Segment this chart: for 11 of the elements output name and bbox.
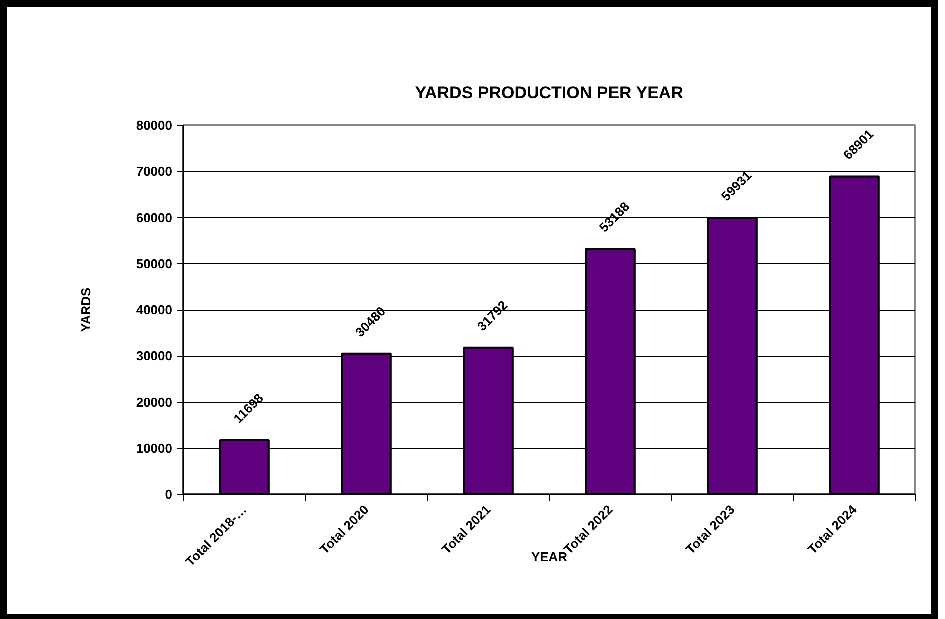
chart-title: YARDS PRODUCTION PER YEAR xyxy=(415,84,684,102)
y-tick-label: 20000 xyxy=(136,394,173,410)
y-tick-label: 40000 xyxy=(136,302,173,318)
y-tick-label: 0 xyxy=(165,487,173,502)
y-tick-label: 50000 xyxy=(136,256,173,272)
y-tick-label: 10000 xyxy=(136,440,173,456)
y-tick-label: 30000 xyxy=(136,348,173,364)
y-tick-label: 60000 xyxy=(136,210,173,226)
y-tick-label: 70000 xyxy=(136,164,173,180)
y-axis-title: YARDS xyxy=(78,288,94,332)
y-tick-label: 80000 xyxy=(136,118,173,133)
